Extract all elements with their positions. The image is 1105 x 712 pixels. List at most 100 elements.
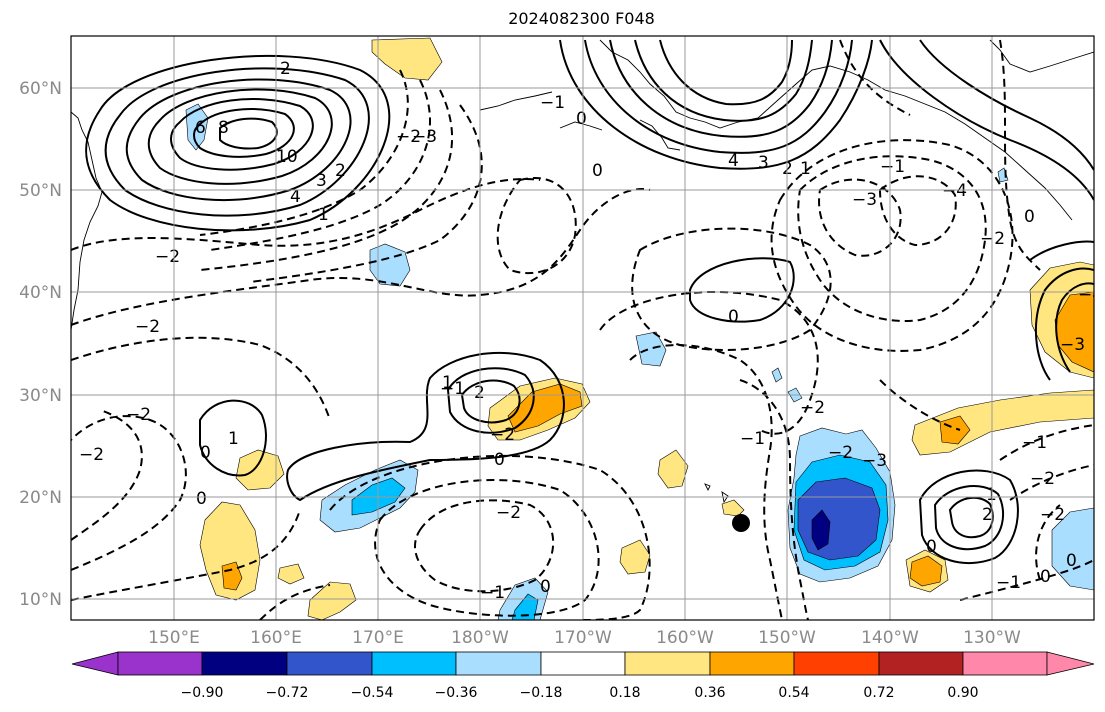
shade-positive — [371, 37, 443, 81]
contour-negative — [199, 89, 454, 271]
contour-label: 0 — [926, 537, 937, 557]
contour-label: 0 — [200, 443, 211, 463]
contour-label: −2 — [496, 503, 521, 523]
contour-negative — [839, 39, 911, 116]
contour-label: −1 — [1022, 433, 1047, 453]
contour-label: 0 — [540, 577, 551, 597]
contour-negative — [797, 155, 987, 322]
map-frame — [70, 35, 1095, 621]
colorbar-tick-label: 0.90 — [947, 685, 978, 701]
contour-label: −3 — [852, 190, 877, 210]
contour-label: 1 — [228, 429, 239, 449]
lat-label: 40°N — [19, 283, 62, 303]
lat-labels: 60°N 50°N 40°N 30°N 20°N 10°N — [19, 79, 62, 610]
contour-negative — [71, 178, 541, 251]
contour-positive — [460, 379, 521, 424]
contour-negative — [1035, 504, 1061, 581]
contour-label: 8 — [218, 118, 229, 138]
contour-negative — [879, 379, 961, 431]
colorbar-segment — [624, 651, 711, 676]
colorbar-tick-label: 0.72 — [863, 685, 894, 701]
contour-label: −1 — [996, 573, 1021, 593]
contour-label: −2 — [396, 127, 421, 147]
lon-label: 130°W — [963, 628, 1021, 648]
lat-label: 60°N — [19, 79, 62, 99]
contour-label: −1 — [880, 157, 905, 177]
contour-negative — [329, 454, 651, 620]
contour-label: −4 — [1078, 285, 1103, 305]
contour-positive — [193, 108, 295, 158]
contour-label: 2 — [982, 505, 993, 525]
contour-positive — [918, 469, 1019, 565]
shade-positive — [235, 449, 285, 491]
station-dot — [732, 514, 750, 532]
colorbar-tick-label: −0.72 — [266, 685, 309, 701]
colorbar-segment — [709, 651, 795, 676]
contour-negative — [249, 104, 483, 283]
colorbar-segment — [962, 651, 1048, 676]
lat-label: 20°N — [19, 488, 62, 508]
lon-label: 170°E — [352, 628, 404, 648]
shade-negative — [635, 331, 667, 367]
contour-negative — [209, 79, 431, 251]
contour-label: 2 — [280, 59, 291, 79]
contour-label: 10 — [276, 147, 298, 167]
colorbar-max-arrow — [1046, 651, 1095, 676]
colorbar-segment — [878, 651, 964, 676]
contour-label: −1 — [740, 429, 765, 449]
colorbar-tick-label: 0.18 — [609, 685, 640, 701]
island-chain — [479, 91, 553, 111]
contour-label: −2 — [980, 229, 1005, 249]
contour-label: 1 — [442, 373, 453, 393]
shade-positive — [277, 563, 305, 585]
contour-label: 0 — [576, 109, 587, 129]
contour-label: −2 — [1030, 469, 1055, 489]
island — [704, 483, 711, 492]
contour-label: 1 — [800, 159, 811, 179]
contour-label: 0 — [1040, 567, 1051, 587]
contour-positive — [933, 485, 1005, 551]
lon-label: 180°W — [451, 628, 509, 648]
shade-negative-core — [811, 509, 831, 551]
colorbar-segment — [455, 651, 542, 676]
contour-label: 3 — [316, 171, 327, 191]
contour-label: −2 — [126, 405, 151, 425]
contour-label: 1 — [986, 485, 997, 505]
contour-label: −2 — [828, 443, 853, 463]
map-panel: 2 6 8 10 4 3 2 1 −2 −2 −1 −2 −3 4 3 2 1 … — [71, 36, 1103, 620]
colorbar-tick-label: −0.90 — [181, 685, 224, 701]
colorbar-segment — [201, 651, 288, 676]
contour-positive — [1029, 240, 1094, 261]
contour-label: −1 — [480, 583, 505, 603]
shade-positive-strong — [909, 555, 943, 587]
contour-positive — [609, 39, 833, 138]
contour-negative — [818, 178, 902, 257]
shade-negative — [997, 167, 1009, 183]
graticule — [71, 36, 1094, 620]
contour-label: 6 — [195, 118, 206, 138]
contour-label: 2 — [335, 161, 346, 181]
colorbar-tick-label: 0.36 — [694, 685, 725, 701]
contour-negative — [71, 188, 651, 326]
contour-label: −2 — [79, 445, 104, 465]
contour-label: −2 — [1040, 505, 1065, 525]
contour-label: 0 — [1024, 207, 1035, 227]
colorbar-tick-label: −0.36 — [435, 685, 478, 701]
contour-positive — [948, 496, 994, 539]
shade-positive-strong — [221, 561, 243, 591]
shading-layer — [185, 37, 1094, 620]
colorbar-segment — [371, 651, 457, 676]
lon-label: 150°E — [148, 628, 200, 648]
colorbar-segment — [286, 651, 373, 676]
contour-positive — [85, 54, 391, 232]
lon-labels: 150°E 160°E 170°E 180°W 170°W 160°W 150°… — [148, 628, 1021, 648]
contour-label: 2 — [474, 383, 485, 403]
contour-label: 0 — [592, 161, 603, 181]
colorbar-ticks: −0.90 −0.72 −0.54 −0.36 −0.18 0.18 0.36 … — [181, 685, 979, 701]
lon-label: 160°W — [656, 628, 714, 648]
contour-label: −2 — [800, 398, 825, 418]
contour-negative — [878, 175, 957, 247]
contour-positive — [286, 351, 565, 502]
shade-positive — [199, 501, 261, 601]
contour-label: −4 — [942, 181, 967, 201]
